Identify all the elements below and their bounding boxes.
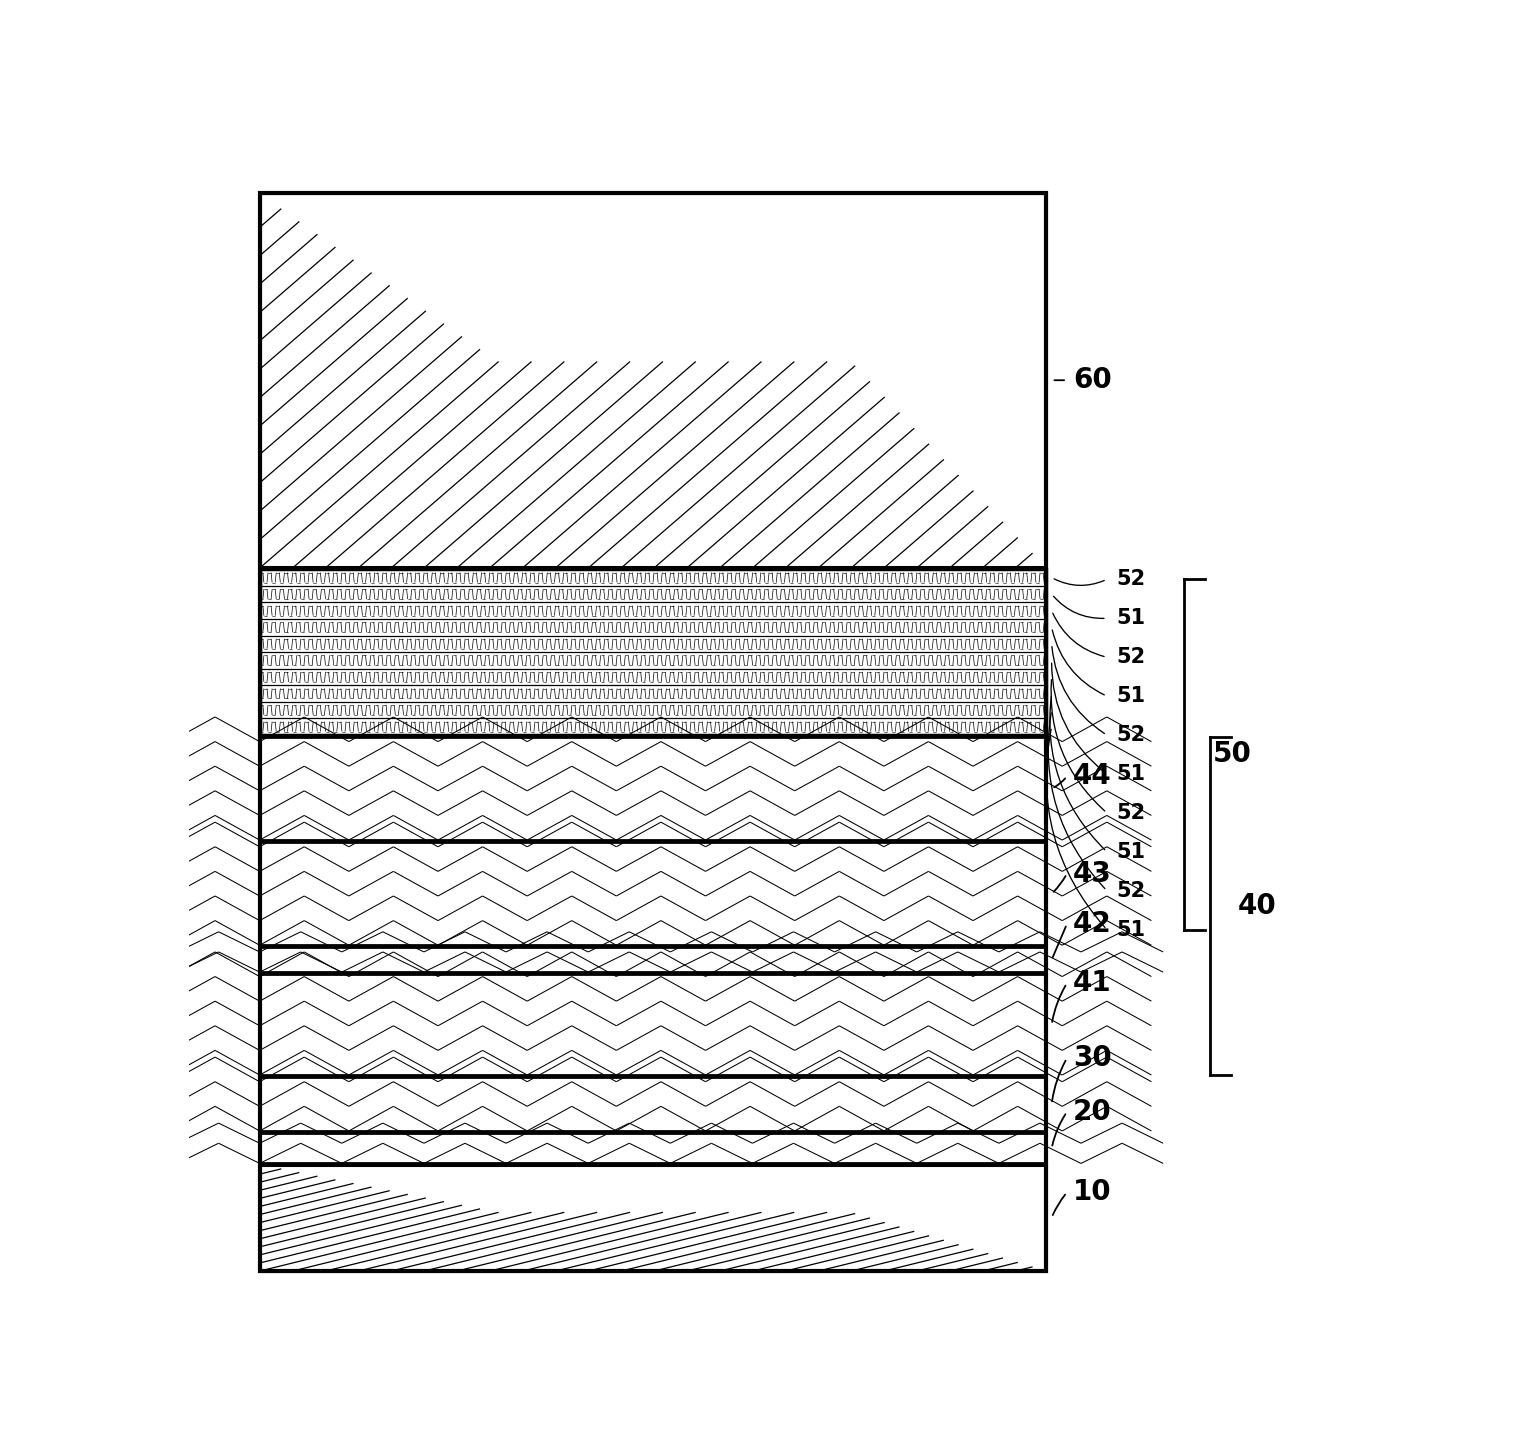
Text: 30: 30 <box>1073 1045 1111 1072</box>
Text: 52: 52 <box>1116 804 1145 822</box>
Text: 51: 51 <box>1116 920 1145 940</box>
Bar <box>260 737 1046 840</box>
Bar <box>260 1133 1046 1164</box>
Text: 51: 51 <box>1116 609 1145 628</box>
Text: 51: 51 <box>1116 764 1145 785</box>
Text: 44: 44 <box>1073 763 1111 790</box>
Text: 10: 10 <box>1073 1178 1111 1206</box>
Bar <box>260 1164 1046 1271</box>
Bar <box>260 193 1046 567</box>
Text: 52: 52 <box>1116 570 1145 590</box>
Bar <box>260 570 1046 735</box>
Text: 51: 51 <box>1116 841 1145 862</box>
Text: 51: 51 <box>1116 686 1145 706</box>
Bar <box>260 947 1046 972</box>
Text: 40: 40 <box>1238 892 1276 920</box>
Text: 41: 41 <box>1073 969 1111 997</box>
Bar <box>260 1077 1046 1130</box>
Text: 42: 42 <box>1073 910 1111 939</box>
Text: 52: 52 <box>1116 725 1145 745</box>
Text: 52: 52 <box>1116 647 1145 667</box>
Bar <box>260 975 1046 1075</box>
Text: 20: 20 <box>1073 1098 1111 1126</box>
Text: 50: 50 <box>1213 741 1251 769</box>
Text: 60: 60 <box>1073 366 1111 394</box>
Text: 43: 43 <box>1073 860 1111 888</box>
Bar <box>260 843 1046 946</box>
Bar <box>260 193 1046 1271</box>
Text: 52: 52 <box>1116 881 1145 901</box>
